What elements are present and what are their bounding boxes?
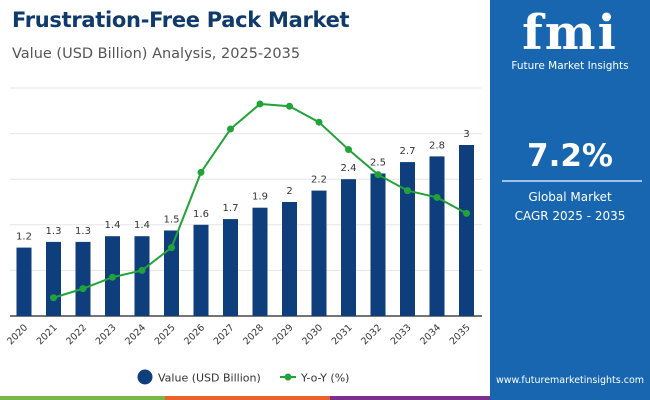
yoy-point (315, 118, 323, 126)
x-tick-label: 2034 (418, 322, 443, 347)
bar (75, 241, 91, 316)
yoy-point (168, 244, 175, 252)
yoy-point (374, 171, 382, 179)
x-tick-label: 2030 (300, 322, 325, 347)
bar (400, 162, 415, 316)
bar (164, 230, 179, 316)
stripe-purple (330, 396, 490, 400)
bar-label: 2.2 (311, 175, 327, 186)
x-tick-label: 2023 (94, 322, 119, 347)
x-tick-label: 2035 (448, 322, 473, 347)
x-tick-label: 2031 (330, 322, 355, 347)
cagr-label-line1: Global Market (528, 190, 612, 204)
chart: 1.2 1.3 1.3 1.4 1.4 1.5 1.6 1.7 1.9 2 2.2 2.4 2.5 2.7… (5, 87, 482, 385)
bar (311, 190, 327, 316)
yoy-point (227, 125, 234, 133)
x-tick-label: 2033 (389, 322, 414, 347)
x-tick-label: 2026 (182, 322, 207, 347)
yoy-point (286, 102, 293, 110)
yoy-point (404, 187, 411, 195)
x-tick-label: 2028 (241, 322, 266, 347)
yoy-point (79, 285, 87, 293)
bar (282, 202, 297, 316)
yoy-point (433, 193, 441, 201)
bar-label: 1.5 (164, 215, 180, 226)
yoy-point (256, 100, 264, 108)
divider (502, 180, 642, 182)
bar-label: 1.9 (252, 192, 268, 203)
yoy-point (109, 273, 116, 281)
x-tick-label: 2027 (212, 322, 237, 347)
legend-bar-label: Value (USD Billion) (158, 372, 261, 385)
bar-label: 1.3 (46, 226, 62, 237)
cagr-value: 7.2% (527, 138, 613, 174)
legend-line-swatch (284, 373, 292, 381)
bar-label: 2.8 (429, 140, 445, 151)
bar-label: 1.4 (105, 220, 121, 231)
x-tick-label: 2022 (64, 322, 89, 347)
x-tick-label: 2024 (123, 322, 148, 347)
bar (252, 207, 268, 316)
x-tick-label: 2029 (271, 322, 296, 347)
bar-label: 2.5 (370, 158, 386, 169)
bar-label: 2.7 (400, 146, 416, 157)
fmi-logo: fmi Future Market Insights (490, 6, 650, 72)
website-link[interactable]: www.futuremarketinsights.com (495, 375, 645, 386)
cagr-label: Global Market CAGR 2025 - 2035 (490, 188, 650, 226)
x-tick-label: 2025 (153, 322, 178, 347)
bar (459, 145, 474, 316)
stripe-orange (165, 396, 330, 400)
bar (16, 247, 32, 316)
bar-label: 1.2 (16, 232, 32, 243)
logo-mark: fmi (522, 5, 618, 61)
legend-bar-swatch (137, 369, 153, 385)
x-tick-label: 2020 (5, 322, 30, 347)
bar (46, 241, 61, 316)
bar (193, 224, 209, 316)
legend-line-label: Y-o-Y (%) (300, 372, 349, 385)
stripe-green (0, 396, 165, 400)
bar-label: 2.4 (341, 163, 357, 174)
cagr-panel: fmi Future Market Insights 7.2% Global M… (490, 0, 650, 400)
x-tick-label: 2021 (35, 322, 60, 347)
bar (134, 236, 150, 316)
brand-name: Future Market Insights (511, 60, 629, 72)
bar (223, 219, 238, 316)
bar (370, 173, 386, 316)
bar-label: 1.6 (193, 209, 209, 220)
yoy-point (138, 266, 146, 274)
yoy-point (463, 209, 470, 217)
bar (341, 179, 356, 316)
bar-label: 2 (286, 186, 292, 197)
legend: Value (USD Billion) Y-o-Y (%) (137, 369, 349, 385)
bar-label: 1.7 (223, 203, 239, 214)
cagr-label-line2: CAGR 2025 - 2035 (514, 209, 626, 223)
yoy-point (345, 146, 352, 154)
bar-label: 3 (463, 129, 469, 140)
x-tick-label: 2032 (359, 322, 384, 347)
bar (429, 156, 445, 316)
yoy-point (50, 294, 57, 302)
page-title: Frustration-Free Pack Market (12, 8, 350, 32)
bar-label: 1.3 (75, 226, 91, 237)
bar-label: 1.4 (134, 220, 150, 231)
page-subtitle: Value (USD Billion) Analysis, 2025-2035 (12, 46, 301, 62)
yoy-point (197, 168, 205, 176)
